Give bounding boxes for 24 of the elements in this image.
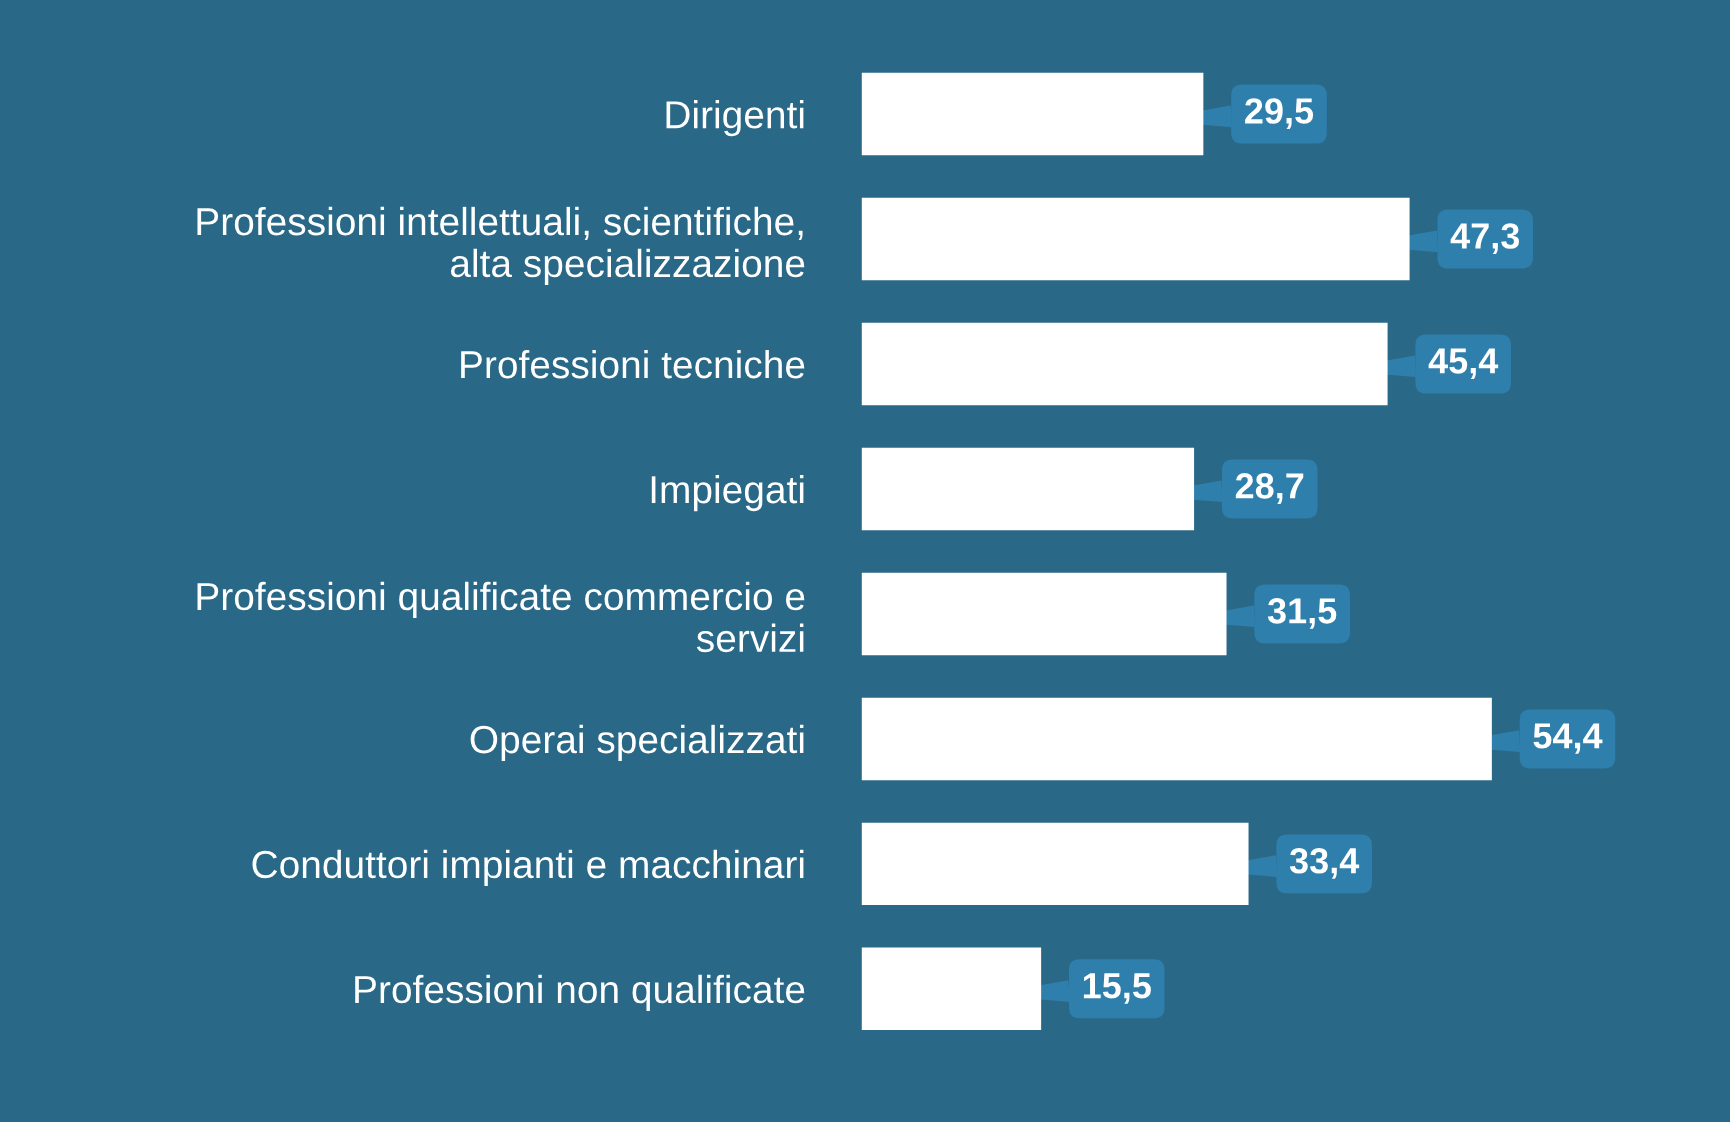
data-label: 29,5 bbox=[1245, 98, 1314, 130]
bar bbox=[861, 322, 1388, 406]
data-label: 45,4 bbox=[1428, 348, 1499, 379]
data-label: 33,4 bbox=[1289, 847, 1360, 879]
data-label: 31,5 bbox=[1267, 598, 1337, 629]
bar bbox=[861, 572, 1227, 656]
data-label: 54,4 bbox=[1533, 723, 1603, 754]
data-label: 15,5 bbox=[1083, 973, 1151, 1004]
bar bbox=[861, 447, 1195, 531]
bar bbox=[861, 72, 1204, 156]
data-label: 28,7 bbox=[1235, 473, 1304, 504]
y-tick-label: Professioni intellettuali, scientifiche, alta specializzazione bbox=[197, 206, 805, 285]
data-label: 47,3 bbox=[1450, 223, 1520, 254]
bar bbox=[861, 822, 1249, 906]
y-tick-label: Impiegati bbox=[651, 474, 804, 512]
bar bbox=[861, 697, 1492, 781]
y-tick-label: Professioni tecniche bbox=[461, 349, 805, 379]
y-tick-label: Professioni non qualificate bbox=[355, 974, 805, 1011]
bar bbox=[861, 947, 1042, 1031]
y-tick-label: Professioni qualificate commercio e servizi bbox=[197, 581, 805, 653]
bar bbox=[861, 197, 1410, 281]
y-tick-label: Dirigenti bbox=[666, 100, 804, 137]
y-tick-label: Conduttori impianti e macchinari bbox=[252, 849, 804, 887]
y-tick-label: Operai specializzati bbox=[470, 724, 804, 762]
